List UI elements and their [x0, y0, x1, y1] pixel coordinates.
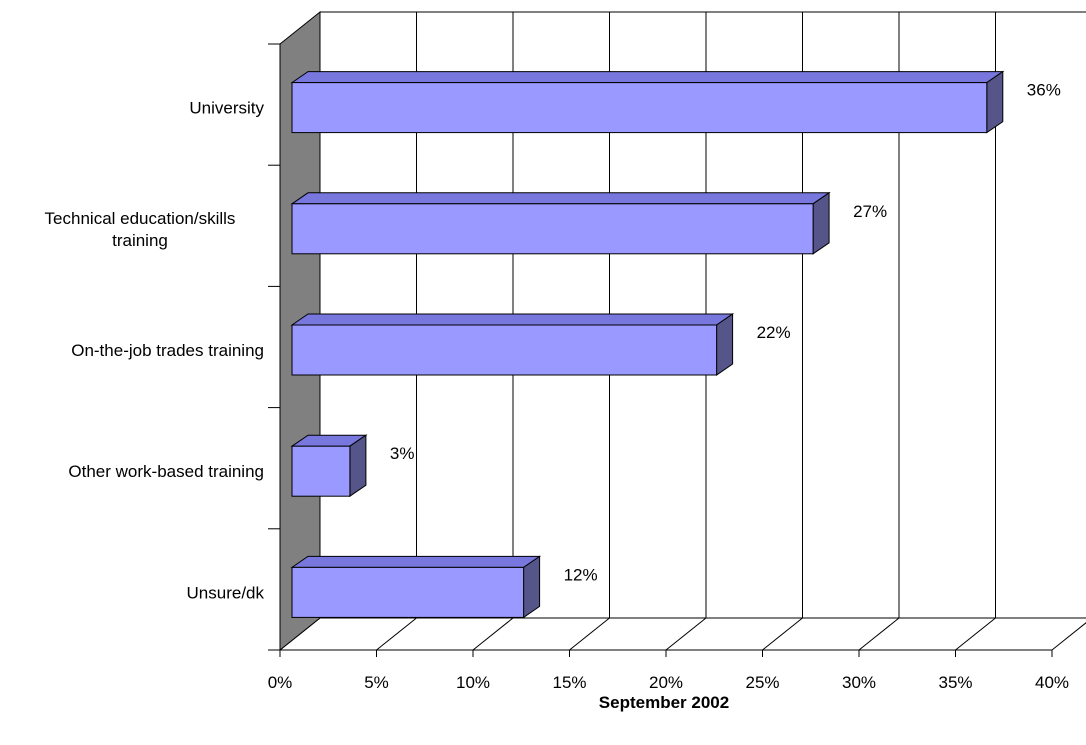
- x-tick-label: 35%: [938, 673, 972, 692]
- floor-line-3: [569, 617, 610, 651]
- category-label-line: training: [112, 231, 168, 250]
- x-tick-label: 20%: [649, 673, 683, 692]
- bar-4: [291, 566, 525, 618]
- floor-line-1: [376, 617, 417, 651]
- data-label: 36%: [1027, 81, 1061, 100]
- category-label: On-the-job trades training: [71, 341, 264, 360]
- x-tick-label: 25%: [745, 673, 779, 692]
- data-label: 22%: [757, 323, 791, 342]
- x-tick-label: 5%: [364, 673, 389, 692]
- bar-side-1: [812, 191, 830, 255]
- floor-line-8: [1051, 622, 1086, 651]
- floor-line-6: [858, 617, 900, 651]
- floor-line-4: [665, 617, 707, 651]
- bar-side-0: [986, 70, 1004, 134]
- category-label: Unsure/dk: [187, 583, 265, 602]
- floor-line-2: [472, 617, 514, 651]
- bar-top-1: [290, 192, 831, 205]
- bar-top-0: [290, 71, 1005, 84]
- bar-side-2: [716, 313, 734, 376]
- bar-side-3: [349, 434, 367, 498]
- bar-0: [291, 82, 988, 134]
- category-label: Technical education/skills training: [45, 209, 236, 250]
- data-label: 12%: [564, 565, 598, 584]
- category-label-line: Technical education/skills: [45, 209, 236, 228]
- bar-1: [291, 203, 814, 255]
- data-label: 27%: [853, 202, 887, 221]
- data-label: 3%: [390, 444, 415, 463]
- labels: 0% 5% 10% 15% 20% 25% 30% 35% 40% 36% University 27…: [45, 81, 1069, 692]
- category-label: University: [189, 99, 264, 118]
- x-tick-label: 15%: [552, 673, 586, 692]
- bar-side-4: [523, 555, 541, 619]
- x-axis-title: September 2002: [599, 693, 729, 712]
- x-tick-label: 40%: [1035, 673, 1069, 692]
- x-tick-label: 0%: [268, 673, 293, 692]
- bar-top-4: [290, 555, 542, 568]
- bar-3: [291, 445, 351, 497]
- bars: [290, 70, 1005, 619]
- bar-2: [291, 324, 718, 376]
- x-tick-label: 30%: [842, 673, 876, 692]
- floor-line-7: [955, 617, 996, 651]
- bar-top-2: [290, 313, 735, 326]
- category-label: Other work-based training: [68, 462, 264, 481]
- floor-line-5: [762, 617, 803, 651]
- x-tick-label: 10%: [456, 673, 490, 692]
